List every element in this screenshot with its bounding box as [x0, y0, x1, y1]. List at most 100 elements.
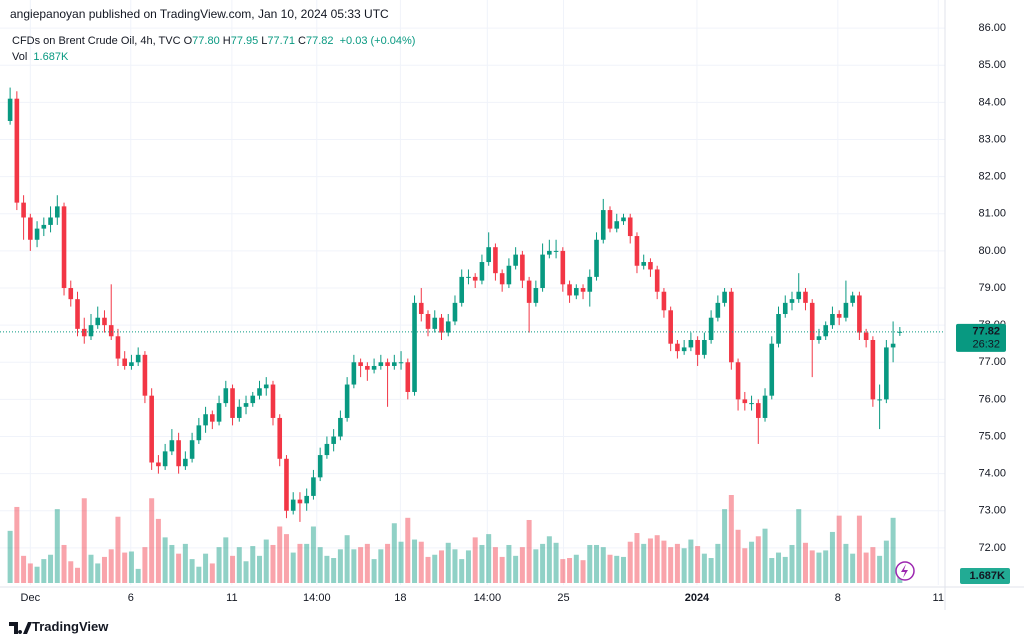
volume-bar: [823, 550, 829, 583]
volume-bar: [465, 550, 471, 583]
volume-bar: [250, 546, 256, 583]
candle-body: [108, 325, 114, 337]
candle-body: [48, 217, 53, 225]
volume-bar: [88, 554, 94, 583]
volume-bar: [722, 509, 728, 583]
brand: TradingView: [32, 619, 109, 634]
volume-bar: [762, 528, 768, 583]
candle-body: [587, 276, 593, 292]
volume-bar: [573, 554, 579, 583]
candle-body: [122, 358, 127, 366]
grid: [0, 0, 945, 585]
volume-bar: [567, 558, 573, 583]
volume-bar: [14, 506, 20, 583]
volume-bar: [216, 547, 222, 583]
ohlc-value: 77.82: [305, 35, 334, 47]
volume-bar: [48, 554, 54, 583]
volume-bar: [513, 555, 519, 583]
volume-bar: [883, 540, 889, 583]
candle-body: [344, 384, 350, 418]
volume-bar: [230, 555, 236, 583]
y-tick-label: 76.00: [978, 393, 1006, 405]
candle-body: [210, 414, 215, 422]
candle-body: [668, 310, 673, 344]
candle-body: [459, 276, 465, 303]
volume-bar: [708, 558, 714, 583]
volume-bar: [688, 539, 694, 583]
candle-body: [762, 395, 768, 418]
y-tick-label: 79.00: [978, 282, 1006, 294]
candle-body: [580, 288, 586, 292]
volume-label: 1.687K: [970, 570, 1006, 582]
candle-body: [41, 224, 47, 229]
volume-bar: [802, 542, 808, 583]
candle-body: [331, 436, 336, 444]
volume-bar: [742, 548, 748, 583]
candle-body: [358, 362, 363, 366]
candle-body: [351, 362, 357, 385]
price-label-box: [956, 323, 1006, 352]
ohlc-key: C: [298, 35, 306, 47]
candle-body: [816, 336, 822, 340]
volume-bar: [351, 549, 357, 583]
volume-bar: [331, 558, 337, 583]
volume-bar: [155, 518, 161, 583]
volume-bar: [843, 543, 849, 583]
candle-body: [142, 354, 148, 396]
candle-body: [843, 302, 849, 318]
x-tick-label: 6: [128, 592, 134, 604]
x-tick-label: 14:00: [474, 592, 502, 604]
volume-bar: [587, 544, 593, 583]
volume-bar: [796, 509, 802, 583]
volume-value: 1.687K: [33, 51, 69, 63]
candle-body: [270, 384, 276, 418]
candle-body: [621, 217, 626, 222]
candle-body: [324, 443, 330, 456]
volume-bar: [614, 555, 620, 583]
volume-bar: [715, 543, 721, 583]
volume-bar: [182, 543, 188, 583]
y-tick-label: 86.00: [978, 22, 1006, 34]
volume-bar: [681, 548, 687, 583]
volume-bar: [41, 559, 47, 583]
candle-body: [230, 388, 235, 418]
candle-body: [499, 273, 505, 285]
volume-bar: [607, 554, 613, 583]
candle-body: [28, 217, 33, 240]
volume-bar: [142, 547, 148, 583]
volume-bar: [54, 509, 60, 583]
ohlc-key: O: [183, 35, 193, 47]
candle-body: [729, 291, 734, 363]
candle-body: [836, 314, 842, 318]
candle-body: [203, 414, 208, 426]
volume-bar: [634, 533, 640, 583]
logo: [9, 622, 32, 634]
volume-bar: [101, 556, 107, 583]
volume-bar: [856, 515, 862, 583]
volume-bar: [560, 559, 566, 583]
candle-body: [675, 343, 680, 352]
ohlc-key: H: [222, 35, 231, 47]
volume-bar: [304, 543, 310, 583]
volume-bar: [701, 553, 707, 583]
volume-bar: [61, 544, 67, 583]
volume-bar: [755, 536, 761, 583]
volume-bar: [553, 542, 559, 583]
candle-body: [34, 228, 40, 240]
candle-body: [284, 458, 289, 511]
candle-body: [257, 388, 262, 396]
candle-body: [648, 262, 653, 270]
x-tick-label: 25: [557, 592, 569, 604]
change: +0.03 (+0.04%): [339, 35, 416, 47]
volume-bar: [21, 555, 27, 583]
volume-bar: [486, 534, 492, 583]
volume-bar: [776, 552, 782, 583]
volume-bar: [647, 538, 653, 583]
candle-body: [129, 362, 134, 366]
replay-icon-bolt: [901, 564, 908, 578]
volume-bar: [337, 549, 343, 583]
candle-body: [432, 317, 438, 329]
volume-bar: [277, 526, 283, 583]
volume-bar: [890, 517, 896, 583]
candle-body: [81, 328, 87, 337]
